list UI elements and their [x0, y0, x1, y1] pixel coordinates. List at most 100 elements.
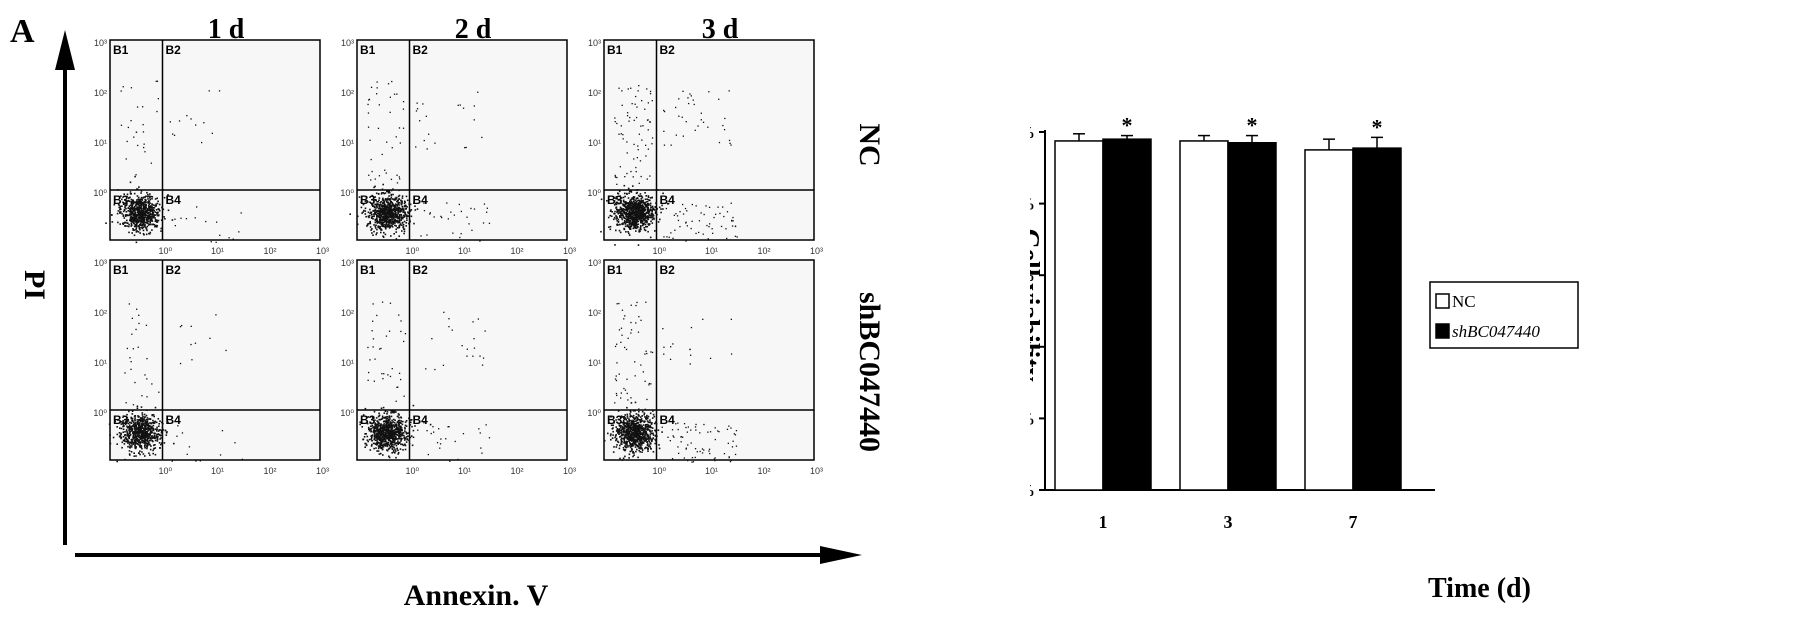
- event-dot: [369, 226, 372, 228]
- event-dot: [146, 444, 149, 447]
- event-dot: [630, 87, 632, 89]
- event-dot: [615, 218, 618, 220]
- event-dot: [387, 206, 389, 208]
- event-dot: [628, 217, 631, 220]
- event-dot: [219, 234, 221, 236]
- event-dot: [137, 434, 139, 437]
- event-dot: [138, 202, 141, 205]
- event-dot: [146, 358, 148, 360]
- event-dot: [631, 215, 633, 218]
- event-dot: [144, 211, 147, 214]
- event-dot: [118, 204, 120, 206]
- event-dot: [645, 416, 648, 418]
- event-dot: [643, 222, 645, 225]
- event-dot: [640, 201, 642, 204]
- event-dot: [125, 211, 128, 213]
- event-dot: [707, 126, 709, 128]
- event-dot: [649, 431, 652, 433]
- event-dot: [372, 218, 374, 220]
- event-dot: [136, 308, 138, 310]
- event-dot: [132, 209, 135, 211]
- event-dot: [128, 214, 130, 217]
- event-dot: [389, 442, 392, 445]
- event-dot: [135, 455, 137, 457]
- event-dot: [130, 207, 132, 209]
- x-tick-label: 10¹: [211, 246, 224, 256]
- event-dot: [138, 186, 140, 188]
- event-dot: [138, 198, 141, 201]
- event-dot: [666, 236, 668, 238]
- event-dot: [147, 442, 150, 445]
- event-dot: [151, 217, 153, 219]
- event-dot: [388, 455, 390, 458]
- event-dot: [378, 222, 381, 224]
- event-dot: [389, 429, 391, 432]
- event-dot: [375, 211, 378, 213]
- event-dot: [394, 213, 396, 216]
- event-dot: [140, 192, 142, 194]
- event-dot: [136, 225, 138, 228]
- event-dot: [370, 229, 372, 231]
- event-dot: [368, 222, 370, 225]
- event-dot: [643, 217, 645, 219]
- event-dot: [159, 434, 161, 436]
- event-dot: [376, 314, 378, 317]
- event-dot: [628, 202, 630, 205]
- event-dot: [651, 196, 653, 199]
- event-dot: [636, 220, 639, 223]
- event-dot: [152, 216, 155, 218]
- event-dot: [122, 214, 125, 216]
- event-dot: [153, 422, 155, 424]
- event-dot: [634, 103, 636, 105]
- event-dot: [374, 219, 377, 222]
- event-dot: [632, 410, 635, 412]
- x-axis-arrowhead: [820, 546, 862, 564]
- event-dot: [637, 212, 640, 215]
- event-dot: [685, 240, 687, 242]
- event-dot: [707, 238, 709, 240]
- event-dot: [625, 436, 628, 439]
- event-dot: [685, 222, 687, 224]
- event-dot: [149, 211, 151, 214]
- event-dot: [632, 214, 634, 217]
- event-dot: [486, 211, 488, 213]
- event-dot: [396, 386, 398, 388]
- event-dot: [398, 435, 400, 438]
- event-dot: [155, 209, 158, 211]
- event-dot: [391, 419, 393, 422]
- event-dot: [375, 443, 377, 445]
- event-dot: [122, 86, 124, 88]
- event-dot: [389, 435, 392, 437]
- event-dot: [139, 444, 141, 446]
- event-dot: [114, 420, 116, 423]
- event-dot: [615, 215, 617, 217]
- event-dot: [644, 217, 647, 220]
- event-dot: [402, 224, 405, 226]
- event-dot: [156, 219, 158, 222]
- event-dot: [397, 453, 399, 455]
- event-dot: [380, 208, 383, 210]
- event-dot: [395, 209, 398, 211]
- event-dot: [143, 418, 145, 421]
- event-dot: [617, 430, 620, 433]
- event-dot: [399, 211, 402, 213]
- event-dot: [135, 440, 137, 443]
- event-dot: [448, 326, 450, 328]
- event-dot: [429, 423, 432, 426]
- event-dot: [386, 216, 389, 218]
- event-dot: [398, 207, 400, 209]
- event-dot: [404, 430, 406, 432]
- event-dot: [457, 104, 459, 106]
- event-dot: [634, 427, 637, 430]
- event-dot: [652, 214, 654, 216]
- event-dot: [436, 442, 439, 444]
- event-dot: [621, 212, 623, 215]
- event-dot: [128, 429, 130, 432]
- event-dot: [645, 203, 647, 206]
- event-dot: [131, 333, 133, 335]
- event-dot: [678, 98, 680, 100]
- event-dot: [394, 205, 397, 207]
- event-dot: [126, 426, 129, 429]
- event-dot: [142, 415, 144, 418]
- event-dot: [394, 433, 397, 436]
